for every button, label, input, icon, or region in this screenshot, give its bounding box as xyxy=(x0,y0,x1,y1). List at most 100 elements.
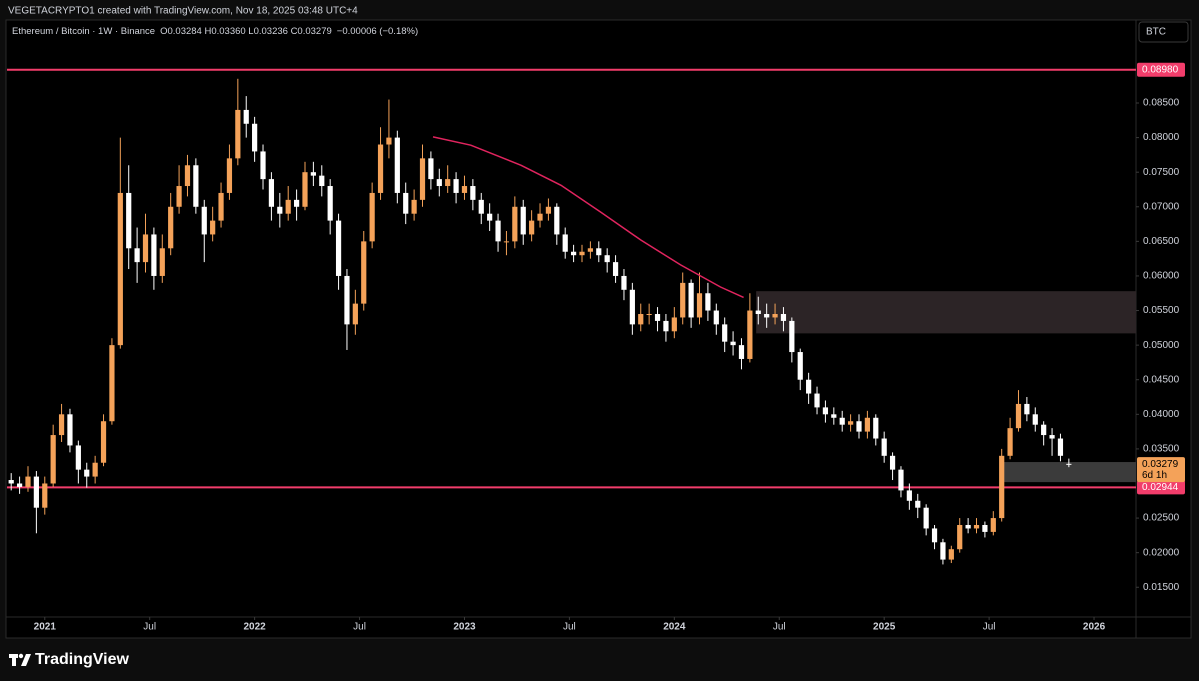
candle-body xyxy=(831,414,837,418)
candle-body xyxy=(377,144,384,193)
logo-part xyxy=(12,654,16,666)
candle-body xyxy=(873,417,879,439)
candle-body xyxy=(117,192,123,346)
candle-body xyxy=(696,293,703,318)
candle-body xyxy=(436,179,442,187)
last-price-label: 0.03279 xyxy=(1142,459,1179,470)
candle-body xyxy=(419,158,426,200)
candle-body xyxy=(109,345,115,422)
candle-body xyxy=(8,480,14,484)
candle-body xyxy=(730,341,736,346)
candle-body xyxy=(747,310,753,359)
candle-body xyxy=(680,282,686,318)
candle-body xyxy=(848,421,854,425)
candle-body xyxy=(596,248,602,256)
candle-body xyxy=(512,206,518,242)
y-tick-label: 0.05000 xyxy=(1143,340,1180,351)
candle-body xyxy=(587,248,593,252)
candle-body xyxy=(218,192,224,221)
candle-body xyxy=(1057,438,1064,456)
candle-body xyxy=(957,524,963,550)
candle-body xyxy=(982,524,988,532)
candle-body xyxy=(134,248,140,263)
x-tick-label: 2024 xyxy=(663,622,686,633)
zone xyxy=(756,291,1136,334)
zone xyxy=(1001,462,1136,483)
candle-body xyxy=(293,199,300,207)
candle-body xyxy=(352,303,358,325)
candle-body xyxy=(554,206,560,235)
bar-countdown: 6d 1h xyxy=(1142,470,1167,481)
candle-body xyxy=(25,476,31,487)
candle-body xyxy=(201,206,207,235)
candle-body xyxy=(260,151,266,180)
y-tick-label: 0.03500 xyxy=(1143,444,1180,455)
candle-body xyxy=(738,345,745,359)
candle-body xyxy=(58,414,65,436)
logo-part xyxy=(21,654,31,666)
candle-body xyxy=(428,158,434,180)
candle-body xyxy=(806,379,812,394)
candle-body xyxy=(1041,424,1047,436)
candle-body xyxy=(764,314,770,318)
y-tick-label: 0.05500 xyxy=(1143,305,1180,316)
candle-body xyxy=(184,165,191,187)
candle-body xyxy=(646,314,652,316)
ohlc-text: O0.03284 H0.03360 L0.03236 C0.03279 xyxy=(160,26,332,37)
change-text: −0.00006 (−0.18%) xyxy=(337,26,418,37)
unit-box[interactable] xyxy=(1138,21,1189,43)
candle-body xyxy=(705,293,711,311)
candle-body xyxy=(654,314,661,321)
plot-area xyxy=(7,68,1136,565)
candle-body xyxy=(537,213,543,221)
candle-body xyxy=(344,275,350,325)
candle-body xyxy=(487,213,493,221)
x-tick-label: 2022 xyxy=(243,622,266,633)
candle-body xyxy=(688,282,694,318)
candle-body xyxy=(722,324,728,342)
candle-body xyxy=(612,262,619,276)
candle-body xyxy=(100,421,107,463)
candle-body xyxy=(562,234,568,252)
price-label-box xyxy=(1137,480,1185,495)
candle-body xyxy=(92,462,98,477)
candle-body xyxy=(302,172,308,207)
candle-body xyxy=(1032,414,1038,425)
y-tick-label: 0.04500 xyxy=(1143,374,1180,385)
candle-body xyxy=(570,251,577,256)
candle-body xyxy=(772,314,778,318)
candle-body xyxy=(1024,403,1030,415)
candle-body xyxy=(285,199,291,214)
candle-body xyxy=(814,393,820,408)
y-tick-label: 0.04000 xyxy=(1143,409,1180,420)
candle-body xyxy=(268,179,275,207)
candle-body xyxy=(906,490,912,501)
candle-body xyxy=(579,251,585,256)
candle-body xyxy=(965,524,971,529)
candle-body xyxy=(277,206,283,214)
candle-body xyxy=(327,186,333,221)
candle-body xyxy=(864,417,870,432)
candle-body xyxy=(529,220,535,235)
y-tick-label: 0.08000 xyxy=(1143,132,1180,143)
candle-body xyxy=(495,220,501,242)
candle-body xyxy=(839,417,845,425)
x-tick-label: Jul xyxy=(143,622,156,633)
candle-body xyxy=(931,528,938,543)
candle-body xyxy=(151,234,157,276)
candle-body xyxy=(361,241,367,304)
candle-body xyxy=(898,469,904,491)
candle-body xyxy=(193,165,199,207)
candle-body xyxy=(310,172,316,176)
candle-body xyxy=(1007,428,1013,456)
candle-body xyxy=(403,192,409,214)
candle-body xyxy=(629,289,635,325)
candle-body xyxy=(789,320,795,353)
candle-body xyxy=(75,445,81,470)
unit-label: BTC xyxy=(1146,27,1166,38)
candle-body xyxy=(923,507,929,529)
price-label: 0.02944 xyxy=(1142,482,1179,493)
x-tick-label: 2025 xyxy=(873,622,896,633)
candle-body xyxy=(478,199,484,214)
